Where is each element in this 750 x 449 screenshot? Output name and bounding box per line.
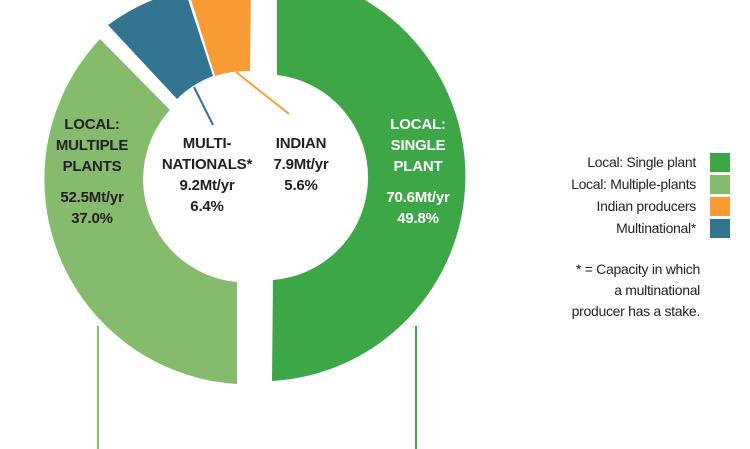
footnote-line3: producer has a stake. (571, 303, 701, 319)
slice-indian (191, 0, 251, 76)
label-title-line1: INDIAN (275, 135, 327, 152)
legend-swatch (710, 174, 730, 194)
label-title-line3: PLANT (393, 158, 443, 175)
legend-item-multinational: Multinational* (530, 217, 730, 239)
legend-swatch (710, 152, 730, 172)
label-percent: 5.6% (284, 177, 318, 194)
leader-line-multinationals (193, 86, 214, 126)
label-title-line1: MULTI- (182, 135, 232, 152)
label-title-line2: NATIONALS* (161, 156, 253, 173)
label-title-line3: PLANTS (62, 158, 122, 175)
slice-local-single-plant (272, 0, 466, 381)
legend-item-local-multiple-plants: Local: Multiple-plants (530, 173, 730, 195)
label-title-line1: LOCAL: (64, 116, 120, 133)
label-value: 52.5Mt/yr (60, 189, 124, 206)
footnote-line1: * = Capacity in which (575, 261, 700, 277)
slice-local-multiple-plants (44, 39, 238, 384)
legend-swatch (710, 196, 730, 216)
legend-label: Local: Multiple-plants (571, 176, 696, 192)
legend-item-local-single-plant: Local: Single plant (530, 151, 730, 173)
label-value: 9.2Mt/yr (179, 177, 235, 194)
label-percent: 6.4% (190, 198, 224, 215)
footnote-line2: a multinational (614, 282, 700, 298)
label-local-multiple-plants: LOCAL: MULTIPLE PLANTS 52.5Mt/yr 37.0% (47, 114, 137, 229)
leader-line-indian (235, 71, 290, 115)
footnote: * = Capacity in which a multinational pr… (560, 259, 701, 322)
legend-label: Local: Single plant (587, 154, 696, 170)
label-title-line2: MULTIPLE (55, 137, 129, 154)
label-multinationals: MULTI- NATIONALS* 9.2Mt/yr 6.4% (157, 133, 257, 217)
label-local-single-plant: LOCAL: SINGLE PLANT 70.6Mt/yr 49.8% (373, 114, 463, 229)
label-title-line2: SINGLE (390, 137, 446, 154)
legend-label: Indian producers (596, 198, 697, 214)
legend-label: Multinational* (616, 220, 696, 236)
legend-item-indian-producers: Indian producers (530, 195, 730, 217)
label-value: 70.6Mt/yr (386, 189, 450, 206)
label-percent: 37.0% (71, 210, 113, 227)
label-indian: INDIAN 7.9Mt/yr 5.6% (262, 133, 340, 196)
legend-swatch (710, 218, 730, 238)
legend: Local: Single plant Local: Multiple-plan… (530, 151, 730, 239)
label-value: 7.9Mt/yr (273, 156, 329, 173)
label-title-line1: LOCAL: (390, 116, 446, 133)
slice-multinationals (108, 0, 213, 99)
label-percent: 49.8% (397, 210, 439, 227)
